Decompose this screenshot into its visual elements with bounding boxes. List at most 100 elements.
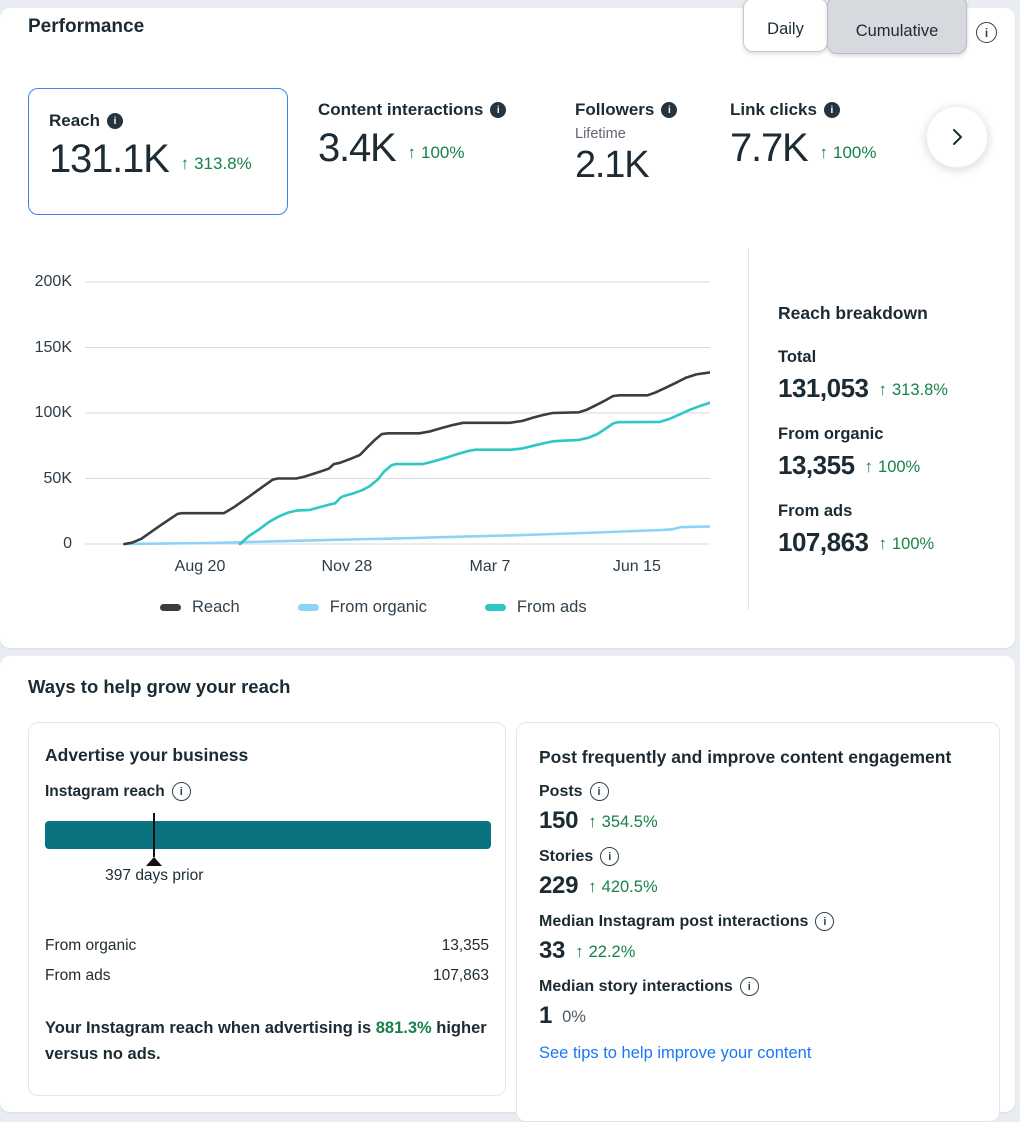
followers-info-icon[interactable]: i: [661, 102, 678, 118]
posts-label: Posts: [539, 782, 583, 800]
daily-toggle-label: Daily: [767, 20, 804, 38]
arrow-up-icon: ↑: [588, 812, 597, 831]
y-tick-label: 150K: [34, 338, 72, 356]
link-clicks-label: Link clicks: [730, 100, 817, 119]
instagram-reach-info-icon[interactable]: i: [171, 782, 191, 801]
reach-value: 131.1K: [49, 137, 170, 181]
stories-delta: 420.5%: [601, 877, 658, 896]
ad-row-ads-label: From ads: [45, 967, 111, 984]
legend-swatch: [160, 604, 181, 611]
posts-delta: 354.5%: [601, 812, 658, 831]
ad-row-ads-value: 107,863: [432, 967, 489, 984]
growth-section: Ways to help grow your reach Advertise y…: [0, 656, 1015, 1122]
followers-value: 2.1K: [575, 144, 650, 186]
summary-prefix: Your Instagram reach when advertising is: [45, 1019, 376, 1037]
metric-card-content-interactions[interactable]: Content interactions i 3.4K ↑ 100%: [318, 100, 507, 170]
post-card-title: Post frequently and improve content enga…: [539, 747, 952, 767]
metric-card-followers[interactable]: Followers i Lifetime 2.1K: [575, 100, 678, 186]
stories-info-icon[interactable]: i: [600, 847, 620, 866]
y-tick-label: 0: [63, 535, 72, 552]
arrow-up-icon: ↑: [407, 143, 417, 162]
legend-item-reach[interactable]: Reach: [160, 598, 240, 617]
series-from-organic: [123, 525, 710, 546]
reach-breakdown-panel: Reach breakdown Total 131,053 ↑ 313.8% F…: [778, 303, 1008, 579]
median-story-interactions-info-icon[interactable]: i: [739, 977, 759, 996]
legend-item-from-organic[interactable]: From organic: [297, 598, 427, 617]
link-clicks-info-icon[interactable]: i: [823, 102, 840, 118]
ad-row-organic-label: From organic: [45, 937, 137, 954]
legend-label: From ads: [516, 598, 587, 616]
next-metrics-button[interactable]: [926, 106, 988, 168]
stories-label: Stories: [539, 847, 594, 865]
median-post-interactions-value: 33: [539, 937, 566, 964]
breakdown-item-ads: From ads 107,863 ↑ 100%: [778, 502, 1008, 555]
performance-info-icon[interactable]: i: [976, 22, 997, 43]
arrow-up-icon: ↑: [180, 154, 190, 173]
daily-toggle-button[interactable]: Daily: [743, 0, 828, 52]
legend-swatch: [484, 604, 506, 611]
stories-value: 229: [539, 872, 579, 899]
cumulative-toggle-label: Cumulative: [855, 22, 939, 40]
median-story-interactions-value: 1: [539, 1002, 553, 1029]
posts-value: 150: [539, 807, 579, 834]
instagram-reach-bar: [45, 813, 491, 857]
median-post-interactions-info-icon[interactable]: i: [815, 912, 835, 931]
page-title: Performance: [28, 16, 145, 37]
breakdown-item-organic: From organic 13,355 ↑ 100%: [778, 425, 1008, 478]
instagram-reach-label: Instagram reach: [45, 782, 165, 800]
chart-y-axis: 0 50K 100K 150K 200K: [0, 273, 72, 552]
ad-row-organic: From organic 13,355: [45, 931, 489, 961]
advertise-summary: Your Instagram reach when advertising is…: [45, 1015, 489, 1067]
breakdown-organic-label: From organic: [778, 425, 884, 443]
post-frequently-card: Post frequently and improve content enga…: [516, 722, 1000, 1122]
content-interactions-label: Content interactions: [318, 100, 484, 119]
growth-section-title: Ways to help grow your reach: [28, 676, 291, 697]
chevron-right-icon: [953, 129, 962, 145]
y-tick-label: 200K: [34, 273, 72, 290]
advertise-title: Advertise your business: [45, 745, 249, 765]
reach-info-icon[interactable]: i: [107, 113, 124, 129]
content-interactions-info-icon[interactable]: i: [490, 102, 507, 118]
content-interactions-value: 3.4K: [318, 126, 397, 170]
arrow-up-icon: ↑: [864, 457, 874, 476]
breakdown-title: Reach breakdown: [778, 303, 928, 323]
arrow-up-icon: ↑: [819, 143, 829, 162]
median-post-interactions-delta: 22.2%: [588, 942, 636, 961]
series-from-ads: [238, 401, 710, 546]
ad-bar-marker-line: [153, 813, 156, 857]
legend-label: From organic: [329, 598, 427, 616]
ad-row-organic-value: 13,355: [441, 937, 489, 954]
chart-plot-area[interactable]: [85, 278, 710, 546]
breakdown-ads-value: 107,863: [778, 527, 869, 557]
breakdown-item-total: Total 131,053 ↑ 313.8%: [778, 348, 1008, 401]
arrow-up-icon: ↑: [878, 380, 887, 399]
reach-label: Reach: [49, 111, 101, 130]
improve-content-link[interactable]: See tips to help improve your content: [539, 1044, 812, 1062]
performance-section: Performance Daily Cumulative i Reach i 1…: [0, 0, 1015, 648]
y-tick-label: 100K: [34, 404, 72, 421]
breakdown-organic-delta: 100%: [878, 457, 921, 476]
legend-item-from-ads[interactable]: From ads: [484, 598, 587, 617]
y-tick-label: 50K: [43, 469, 72, 487]
breakdown-total-value: 131,053: [778, 373, 869, 403]
cumulative-toggle-button[interactable]: Cumulative: [827, 0, 967, 54]
metric-card-link-clicks[interactable]: Link clicks i 7.7K ↑ 100%: [730, 100, 876, 168]
link-clicks-value: 7.7K: [730, 126, 809, 170]
breakdown-organic-value: 13,355: [778, 450, 855, 480]
link-clicks-delta: 100%: [833, 143, 877, 162]
content-interactions-delta: 100%: [421, 143, 465, 162]
ad-bar-marker-label: 397 days prior: [105, 867, 204, 884]
x-tick-label: Nov 28: [321, 558, 373, 575]
breakdown-ads-delta: 100%: [891, 534, 935, 553]
arrow-up-icon: ↑: [878, 534, 887, 553]
metric-card-reach[interactable]: Reach i 131.1K ↑ 313.8%: [28, 88, 288, 215]
advertise-card: Advertise your business Instagram reach …: [28, 722, 506, 1096]
summary-suffix: higher versus no ads.: [45, 1019, 487, 1063]
arrow-up-icon: ↑: [588, 877, 597, 896]
ad-bar-marker-triangle: [146, 857, 163, 866]
instagram-reach-bar-chart: 397 days prior: [45, 813, 491, 885]
legend-label: Reach: [192, 598, 240, 616]
chart-legend: Reach From organic From ads: [160, 598, 587, 617]
posts-info-icon[interactable]: i: [589, 782, 609, 801]
arrow-up-icon: ↑: [575, 942, 584, 961]
